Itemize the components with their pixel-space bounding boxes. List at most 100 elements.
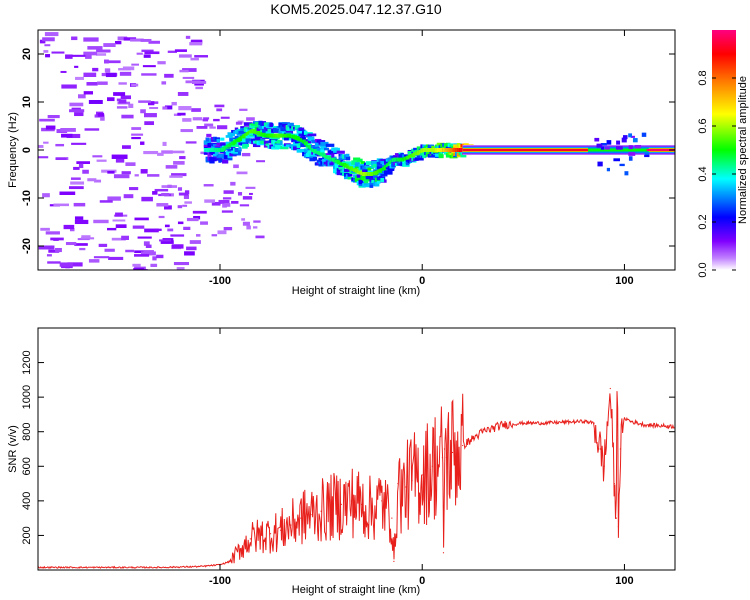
- noise-cell: [45, 54, 51, 58]
- y-tick-label: 200: [21, 526, 33, 544]
- ridge-cell: [360, 175, 366, 180]
- ridge-cell: [318, 163, 324, 167]
- noise-cell: [162, 141, 167, 146]
- noise-cell: [239, 204, 250, 207]
- noise-cell: [122, 145, 131, 149]
- noise-cell: [176, 267, 185, 270]
- ridge-cell: [227, 156, 233, 161]
- noise-cell: [118, 82, 127, 85]
- y-tick-label: 400: [21, 492, 33, 510]
- noise-cell: [71, 142, 87, 145]
- noise-cell: [172, 150, 185, 154]
- noise-cell: [76, 161, 91, 165]
- snr-point: [502, 424, 504, 426]
- snr-point: [393, 560, 395, 562]
- ridge-cell: [420, 144, 424, 149]
- noise-cell: [161, 81, 167, 85]
- ridge-cell: [363, 177, 371, 182]
- noise-cell: [164, 105, 173, 110]
- noise-cell: [81, 235, 91, 239]
- ridge-cell: [384, 170, 393, 175]
- noise-cell: [97, 113, 105, 117]
- noise-cell: [42, 37, 55, 42]
- ridge-cell: [445, 154, 451, 158]
- noise-cell: [179, 69, 189, 73]
- ridge-cell: [376, 166, 384, 170]
- noise-cell: [51, 51, 65, 54]
- noise-cell: [40, 227, 50, 231]
- snr-point: [442, 552, 445, 554]
- noise-cell: [74, 216, 84, 220]
- ridge-cell: [373, 163, 378, 168]
- snr-y-axis-label: SNR (v/v): [7, 425, 19, 473]
- ridge-cell: [354, 162, 360, 167]
- ridge-cell: [243, 122, 253, 126]
- noise-cell: [177, 92, 189, 96]
- spectrogram-x-axis-label: Height of straight line (km): [292, 285, 420, 297]
- noise-cell: [241, 218, 246, 221]
- ridge-cell: [354, 175, 364, 180]
- noise-cell: [59, 262, 73, 267]
- ridge-cell: [416, 155, 420, 159]
- colorbar: 0.0 0.2 0.4 0.6 0.8 Normalized spectral ampl…: [697, 30, 749, 278]
- ridge-cell: [303, 148, 311, 153]
- ridge-cell: [369, 177, 378, 182]
- noise-cell: [202, 118, 209, 122]
- noise-cell: [79, 247, 86, 251]
- noise-cell: [123, 194, 134, 199]
- ridge-cell: [606, 140, 612, 145]
- noise-cell: [69, 228, 75, 232]
- noise-cell: [125, 249, 135, 253]
- noise-cell: [132, 263, 141, 267]
- noise-cell: [88, 259, 100, 263]
- snr-point: [451, 451, 454, 454]
- snr-point: [441, 457, 444, 459]
- noise-cell: [114, 40, 122, 45]
- ridge-cell: [453, 144, 460, 147]
- snr-point: [199, 565, 201, 568]
- x-tick-label: 0: [419, 275, 425, 287]
- noise-cell: [92, 67, 99, 72]
- noise-cell: [178, 106, 192, 111]
- noise-cell: [218, 199, 230, 204]
- noise-cell: [143, 241, 150, 246]
- ridge-cell: [265, 143, 270, 147]
- snr-point: [623, 417, 626, 419]
- ridge-cell: [380, 177, 385, 183]
- colorbar-label: Normalized spectral amplitude: [737, 76, 749, 224]
- ridge-cell: [380, 173, 388, 177]
- ridge-cell: [229, 134, 233, 139]
- noise-cell: [88, 99, 103, 104]
- noise-cell: [137, 236, 152, 239]
- ridge-cell: [414, 157, 424, 161]
- ridge-cell: [456, 143, 461, 147]
- noise-cell: [179, 156, 186, 160]
- ridge-cell: [225, 135, 232, 138]
- ridge-cell: [422, 154, 426, 159]
- noise-cell: [77, 94, 86, 99]
- ridge-cell: [644, 152, 650, 157]
- noise-cell: [182, 68, 197, 72]
- noise-cell: [216, 108, 223, 112]
- ridge-cell: [203, 144, 209, 148]
- ridge-cell: [333, 150, 338, 153]
- y-tick-label: 1200: [21, 350, 33, 374]
- noise-cell: [44, 32, 59, 37]
- ridge-cell: [338, 163, 344, 169]
- ridge-cell: [296, 130, 300, 134]
- noise-cell: [256, 160, 266, 163]
- ridge-cell: [431, 145, 435, 149]
- ridge-cell: [323, 147, 329, 151]
- snr-point: [310, 514, 312, 516]
- noise-cell: [131, 63, 139, 66]
- ridge-cell: [293, 146, 301, 151]
- ridge-cell: [354, 165, 360, 169]
- noise-cell: [241, 152, 251, 157]
- noise-cell: [167, 184, 172, 188]
- snr-x-axis-label: Height of straight line (km): [292, 584, 420, 596]
- ridge-cell: [313, 146, 319, 151]
- ridge-cell: [283, 137, 289, 141]
- snr-point: [371, 508, 373, 511]
- noise-cell: [140, 109, 146, 114]
- ridge-cell: [398, 155, 405, 159]
